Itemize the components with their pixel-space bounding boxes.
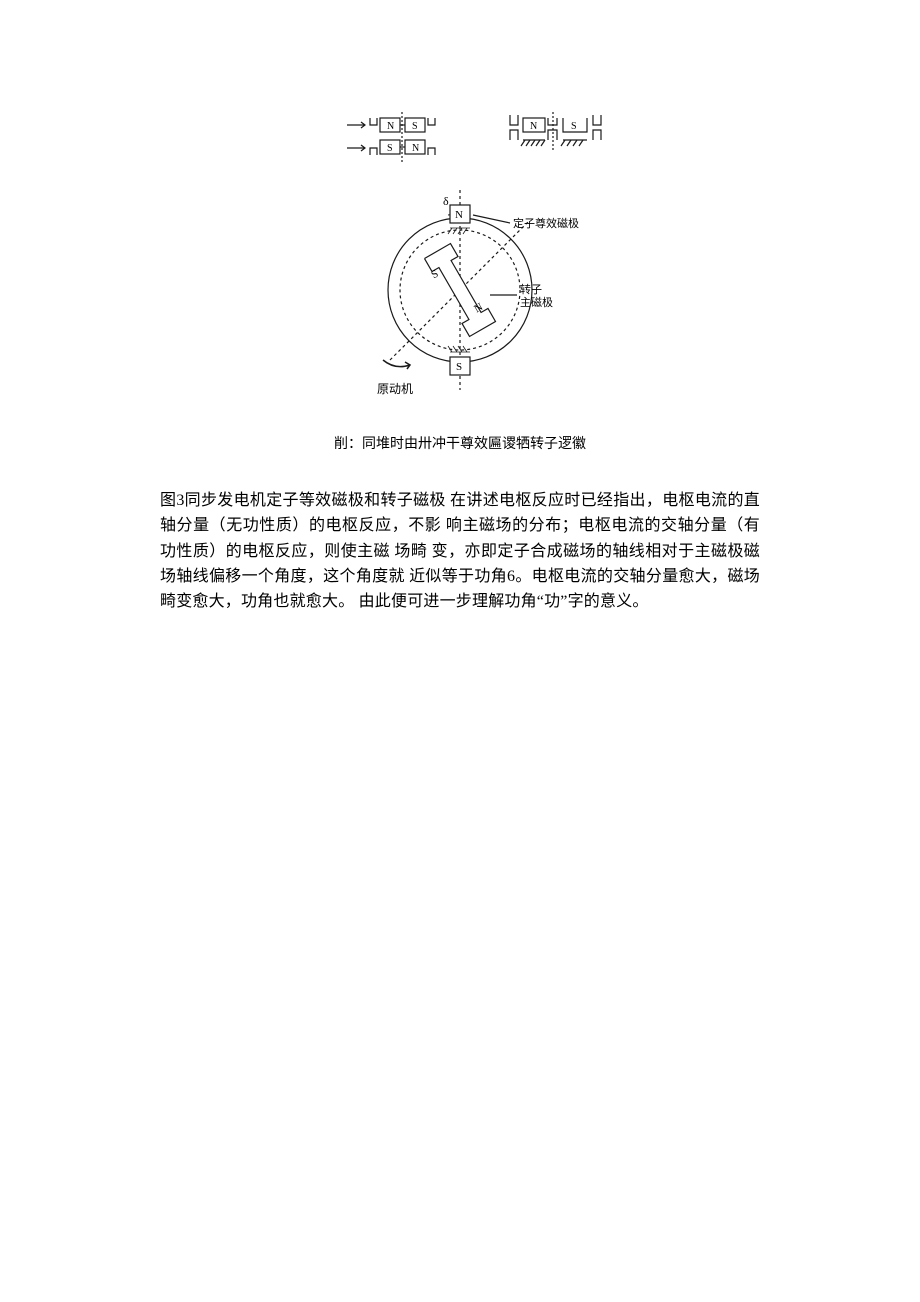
- label-delta: δ: [443, 194, 449, 208]
- bottom-diagram-container: δ N S S N 定子尊效磁极 转子 主磁极 原动机: [335, 185, 615, 415]
- label-s-stator-bottom: S: [456, 361, 462, 373]
- diagram-top-right: N S: [505, 110, 620, 165]
- label-s-rotor: S: [429, 268, 440, 281]
- figure-container: N S S N: [160, 110, 760, 468]
- label-prime-mover: 原动机: [377, 382, 413, 396]
- label-s-top: S: [412, 121, 418, 132]
- label-rotor-pole-2: 主磁极: [520, 295, 553, 309]
- label-n-bottom: N: [412, 143, 419, 154]
- label-rotor-pole-1: 转子: [520, 282, 542, 296]
- label-n-right: N: [530, 121, 537, 132]
- top-diagrams-row: N S S N: [345, 110, 620, 165]
- label-n-top: N: [387, 121, 394, 132]
- document-page: N S S N: [0, 0, 920, 614]
- figure-caption: 削：同堆时由卅冲干尊效匾谡牺转子逻徽: [334, 433, 586, 453]
- label-n-stator-top: N: [455, 209, 463, 221]
- label-s-right: S: [571, 121, 577, 132]
- body-paragraph: 图3同步发电机定子等效磁极和转子磁极 在讲述电枢反应时已经指出，电枢电流的直轴分…: [160, 488, 760, 614]
- diagram-bottom: δ N S S N 定子尊效磁极 转子 主磁极 原动机: [335, 185, 615, 410]
- label-s-bottom: S: [387, 143, 393, 154]
- diagram-top-left: N S S N: [345, 110, 475, 165]
- label-stator-pole: 定子尊效磁极: [513, 216, 579, 230]
